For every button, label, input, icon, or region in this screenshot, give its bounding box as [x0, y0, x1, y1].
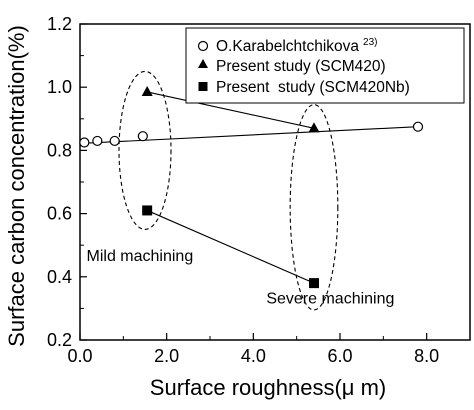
- annotations: Mild machining Severe machining: [87, 248, 395, 308]
- y-tick-label: 0.8: [47, 140, 72, 160]
- grouping-ellipse-mild: [118, 70, 172, 230]
- data-point-filled-square: [142, 205, 153, 216]
- y-tick-label: 0.6: [47, 204, 72, 224]
- data-point-open-circle: [92, 135, 103, 147]
- series-lines: [79, 91, 419, 284]
- x-tick-label: 8.0: [414, 346, 439, 366]
- series-line-1: [147, 91, 315, 129]
- legend-label-1-wrap: O.Karabelchtchikova 23): [216, 37, 377, 55]
- legend-marker-open-circle: [197, 40, 209, 52]
- data-point-open-circle: [412, 121, 424, 132]
- grouping-ellipses: [118, 70, 339, 311]
- legend-marker-filled-square: [198, 82, 208, 91]
- annotation-label: Mild machining: [87, 248, 194, 265]
- legend-label-3: Present study (SCM420Nb): [216, 79, 410, 96]
- data-point-open-circle: [79, 137, 90, 148]
- legend-box: [185, 27, 465, 104]
- data-point-open-circle: [109, 135, 120, 147]
- annotation-label: Severe machining: [266, 291, 394, 308]
- legend-label-1: O.Karabelchtchikova: [216, 38, 359, 55]
- y-axis-title: Surface carbon concentration(%): [4, 25, 29, 347]
- x-axis-title: Surface roughness(μ m): [150, 375, 386, 400]
- series-line-0: [79, 126, 419, 144]
- grouping-ellipse-severe: [289, 104, 339, 311]
- legend: O.Karabelchtchikova 23) Present study (SC…: [185, 27, 465, 104]
- data-point-filled-square: [309, 278, 319, 289]
- x-tick-label: 2.0: [154, 346, 179, 366]
- y-tick-label: 0.2: [47, 330, 72, 350]
- data-point-filled-triangle: [141, 85, 153, 96]
- data-markers: [79, 85, 424, 289]
- y-tick-label: 1.2: [47, 14, 72, 34]
- y-tick-label: 0.4: [47, 267, 72, 287]
- tick-labels: 0.0 2.0 4.0 6.0 8.0 0.2 0.4 0.6 0.8 1.0 1.2: [47, 14, 439, 366]
- legend-marker-filled-triangle: [198, 59, 208, 68]
- y-tick-label: 1.0: [47, 77, 72, 97]
- legend-label-2: Present study (SCM420): [216, 58, 386, 75]
- x-tick-label: 6.0: [327, 346, 352, 366]
- data-point-open-circle: [137, 131, 148, 142]
- series-line-2: [146, 209, 315, 284]
- data-point-filled-triangle: [308, 122, 320, 133]
- axis-ticks: [79, 23, 428, 341]
- x-tick-label: 4.0: [241, 346, 266, 366]
- legend-label-1-superscript: 23): [363, 37, 377, 48]
- x-tick-label: 0.0: [67, 346, 92, 366]
